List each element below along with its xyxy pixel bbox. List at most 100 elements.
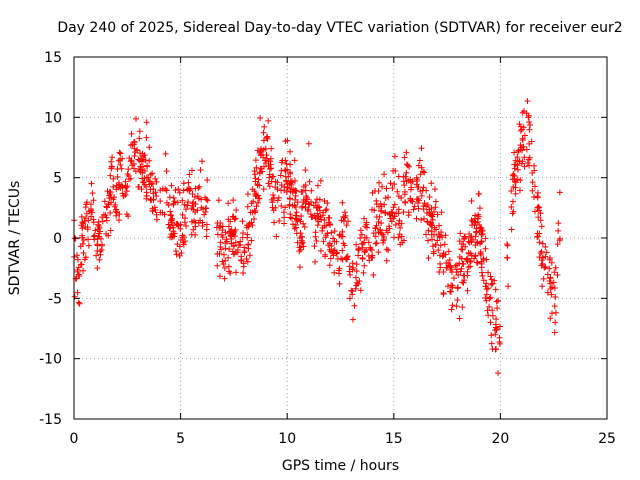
data-point <box>453 303 460 310</box>
data-point <box>244 191 251 198</box>
data-point <box>278 181 285 188</box>
data-point <box>190 226 197 233</box>
data-point <box>168 215 175 222</box>
data-point <box>305 140 312 147</box>
data-point <box>253 192 260 199</box>
data-point <box>199 158 206 165</box>
data-point <box>410 206 417 213</box>
data-point <box>263 134 270 141</box>
data-point <box>228 227 235 234</box>
data-point <box>390 167 397 174</box>
data-point <box>131 138 138 145</box>
data-point <box>527 122 534 129</box>
data-point <box>91 232 98 239</box>
data-point <box>517 177 524 184</box>
data-point <box>423 187 430 194</box>
data-point <box>74 256 81 263</box>
data-point <box>182 238 189 245</box>
data-point <box>97 235 104 242</box>
data-point <box>521 163 528 170</box>
data-point <box>255 176 262 183</box>
data-point <box>260 186 267 193</box>
data-point <box>75 299 82 306</box>
data-point <box>289 221 296 228</box>
data-point <box>219 234 226 241</box>
data-point <box>152 207 159 214</box>
data-point <box>426 194 433 201</box>
data-point <box>107 209 114 216</box>
data-point <box>73 252 80 259</box>
data-point <box>547 285 554 292</box>
data-point <box>118 182 125 189</box>
y-tick-label: 5 <box>53 171 62 187</box>
data-point <box>489 345 496 352</box>
data-point <box>105 201 112 208</box>
data-point <box>136 128 143 135</box>
data-point <box>146 157 153 164</box>
data-point <box>283 189 290 196</box>
data-point <box>353 241 360 248</box>
data-point <box>104 204 111 211</box>
data-point <box>92 227 99 234</box>
data-point <box>79 219 86 226</box>
data-point <box>153 192 160 199</box>
data-point <box>394 188 401 195</box>
data-point <box>313 237 320 244</box>
data-point <box>286 185 293 192</box>
data-point <box>341 242 348 249</box>
data-point <box>273 233 280 240</box>
data-point <box>402 198 409 205</box>
data-point <box>370 230 377 237</box>
data-point <box>526 162 533 169</box>
data-point <box>418 164 425 171</box>
data-point <box>420 168 427 175</box>
data-point <box>420 203 427 210</box>
data-point <box>292 212 299 219</box>
data-point <box>476 205 483 212</box>
data-point <box>492 286 499 293</box>
data-point <box>222 245 229 252</box>
data-point <box>266 165 273 172</box>
data-point <box>283 178 290 185</box>
data-point <box>537 217 544 224</box>
data-point <box>244 203 251 210</box>
data-point <box>91 236 98 243</box>
data-point <box>78 213 85 220</box>
data-point <box>386 225 393 232</box>
data-point <box>113 206 120 213</box>
data-point <box>373 222 380 229</box>
data-point <box>143 119 150 126</box>
data-point <box>534 194 541 201</box>
data-point <box>276 217 283 224</box>
data-point <box>311 243 318 250</box>
data-point <box>108 158 115 165</box>
data-point <box>336 280 343 287</box>
data-point <box>297 246 304 253</box>
data-point <box>391 213 398 220</box>
data-point <box>89 190 96 197</box>
data-point <box>244 258 251 265</box>
data-point <box>275 194 282 201</box>
data-point <box>176 189 183 196</box>
data-point <box>466 230 473 237</box>
data-point <box>359 244 366 251</box>
data-point <box>328 229 335 236</box>
data-point <box>277 172 284 179</box>
y-tick-label: -5 <box>48 291 62 307</box>
data-point <box>432 241 439 248</box>
data-point <box>234 246 241 253</box>
data-point <box>371 207 378 214</box>
data-point <box>475 190 482 197</box>
y-tick-label: -15 <box>39 412 62 428</box>
data-point <box>113 209 120 216</box>
data-point <box>213 224 220 231</box>
data-point <box>296 264 303 271</box>
data-point <box>194 193 201 200</box>
data-point <box>88 201 95 208</box>
data-point <box>407 176 414 183</box>
data-point <box>415 195 422 202</box>
data-point <box>138 164 145 171</box>
data-point <box>551 303 558 310</box>
data-point <box>521 154 528 161</box>
